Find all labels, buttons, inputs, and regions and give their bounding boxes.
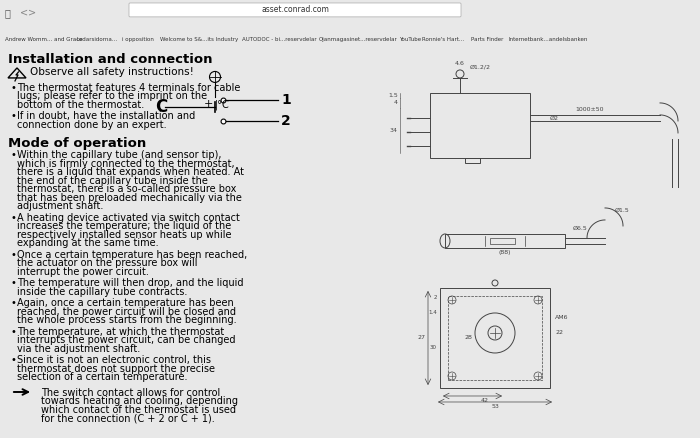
Text: •: • (10, 279, 16, 289)
Text: interrupt the power circuit.: interrupt the power circuit. (17, 267, 149, 277)
Text: the whole process starts from the beginning.: the whole process starts from the beginn… (17, 315, 237, 325)
Text: lugs; please refer to the imprint on the: lugs; please refer to the imprint on the (17, 92, 207, 102)
Text: Andrew Womm... and Grace: Andrew Womm... and Grace (5, 37, 83, 42)
Text: •: • (10, 298, 16, 308)
Text: The temperature, at which the thermostat: The temperature, at which the thermostat (17, 327, 224, 337)
Text: which contact of the thermostat is used: which contact of the thermostat is used (41, 405, 236, 415)
Text: towards heating and cooling, depending: towards heating and cooling, depending (41, 396, 238, 406)
Text: Internetbank...andelsbanken: Internetbank...andelsbanken (509, 37, 588, 42)
Text: •: • (10, 83, 16, 93)
Text: for the connection (C + 2 or C + 1).: for the connection (C + 2 or C + 1). (41, 413, 215, 424)
Text: thermostat, there is a so-called pressure box: thermostat, there is a so-called pressur… (17, 184, 237, 194)
Text: the end of the capillary tube inside the: the end of the capillary tube inside the (17, 176, 208, 186)
Text: AUTODOC - bi...reservdelar: AUTODOC - bi...reservdelar (242, 37, 317, 42)
Text: C: C (155, 99, 167, 117)
Text: thermostat does not support the precise: thermostat does not support the precise (17, 364, 215, 374)
Text: reached, the power circuit will be closed and: reached, the power circuit will be close… (17, 307, 236, 317)
Text: Since it is not an electronic control, this: Since it is not an electronic control, t… (17, 356, 211, 365)
Text: asset.conrad.com: asset.conrad.com (261, 5, 329, 14)
Text: A heating device activated via switch contact: A heating device activated via switch co… (17, 213, 240, 223)
Text: selection of a certain temperature.: selection of a certain temperature. (17, 372, 188, 382)
Text: Mode of operation: Mode of operation (8, 138, 146, 150)
Text: Ø6.5: Ø6.5 (573, 226, 587, 231)
Text: •: • (10, 356, 16, 365)
Text: 27: 27 (418, 336, 426, 340)
Text: expanding at the same time.: expanding at the same time. (17, 238, 159, 248)
Text: •: • (10, 150, 16, 160)
Text: 22: 22 (555, 331, 563, 336)
Text: 4: 4 (394, 100, 398, 106)
Text: Ledarsidorna...: Ledarsidorna... (76, 37, 118, 42)
Text: Observe all safety instructions!: Observe all safety instructions! (30, 67, 194, 77)
Text: which is firmly connected to the thermostat,: which is firmly connected to the thermos… (17, 159, 234, 169)
Bar (490, 238, 515, 244)
Text: 30: 30 (430, 346, 437, 350)
Text: 2: 2 (433, 296, 437, 300)
Text: YouTube: YouTube (398, 37, 421, 42)
Text: The temperature will then drop, and the liquid: The temperature will then drop, and the … (17, 279, 244, 289)
Text: <: < (20, 8, 28, 18)
Text: inside the capillary tube contracts.: inside the capillary tube contracts. (17, 287, 188, 297)
Text: Ø2: Ø2 (550, 116, 559, 120)
Text: adjustment shaft.: adjustment shaft. (17, 201, 104, 212)
Text: bottom of the thermostat.: bottom of the thermostat. (17, 100, 144, 110)
Text: connection done by an expert.: connection done by an expert. (17, 120, 167, 130)
Text: there is a liquid that expands when heated. At: there is a liquid that expands when heat… (17, 167, 244, 177)
Text: the actuator on the pressure box will: the actuator on the pressure box will (17, 258, 197, 268)
Text: via the adjustment shaft.: via the adjustment shaft. (17, 344, 140, 354)
Bar (445, 234, 565, 248)
FancyBboxPatch shape (129, 3, 461, 17)
Text: 1000±50: 1000±50 (575, 107, 604, 112)
Bar (430, 93, 530, 158)
Text: 1: 1 (281, 93, 290, 107)
Text: 2: 2 (281, 114, 290, 128)
Text: •: • (10, 250, 16, 260)
Text: i opposition: i opposition (122, 37, 154, 42)
Bar (440, 288, 550, 388)
Text: +: + (204, 99, 213, 110)
Text: If in doubt, have the installation and: If in doubt, have the installation and (17, 111, 195, 121)
Text: •: • (10, 327, 16, 337)
Text: 34: 34 (390, 128, 398, 133)
Text: 4.6: 4.6 (455, 61, 465, 66)
Text: The switch contact allows for control: The switch contact allows for control (41, 388, 220, 398)
Text: 28: 28 (464, 336, 472, 340)
Text: Ø1.2/2: Ø1.2/2 (470, 65, 491, 70)
Text: •: • (10, 213, 16, 223)
Text: 53: 53 (491, 404, 499, 409)
Bar (465, 158, 480, 163)
Text: 1.5: 1.5 (389, 93, 398, 98)
Text: ⬜: ⬜ (5, 8, 11, 18)
Text: (88): (88) (498, 250, 511, 255)
Text: Again, once a certain temperature has been: Again, once a certain temperature has be… (17, 298, 234, 308)
Text: Within the capillary tube (and sensor tip),: Within the capillary tube (and sensor ti… (17, 150, 221, 160)
Text: AM6: AM6 (555, 315, 568, 321)
Text: Ø1.5: Ø1.5 (615, 208, 630, 213)
Text: Parts Finder: Parts Finder (471, 37, 503, 42)
Text: Ojanmagasinet...reservdelar: Ojanmagasinet...reservdelar (319, 37, 398, 42)
Text: •: • (10, 111, 16, 121)
Text: |°C: |°C (215, 99, 230, 110)
Text: Ronnie's Hart...: Ronnie's Hart... (422, 37, 464, 42)
Text: 1.4: 1.4 (428, 311, 437, 315)
Text: >: > (28, 8, 36, 18)
Text: Installation and connection: Installation and connection (8, 53, 213, 66)
Text: 42: 42 (481, 398, 489, 403)
Text: The thermostat features 4 terminals for cable: The thermostat features 4 terminals for … (17, 83, 240, 93)
Text: that has been preloaded mechanically via the: that has been preloaded mechanically via… (17, 193, 242, 203)
Bar (448, 296, 542, 380)
Text: interrupts the power circuit, can be changed: interrupts the power circuit, can be cha… (17, 336, 235, 346)
Text: increases the temperature; the liquid of the: increases the temperature; the liquid of… (17, 222, 231, 231)
Text: respectively installed sensor heats up while: respectively installed sensor heats up w… (17, 230, 232, 240)
Text: Welcome to S&...its Industry: Welcome to S&...its Industry (160, 37, 238, 42)
Text: Once a certain temperature has been reached,: Once a certain temperature has been reac… (17, 250, 247, 260)
